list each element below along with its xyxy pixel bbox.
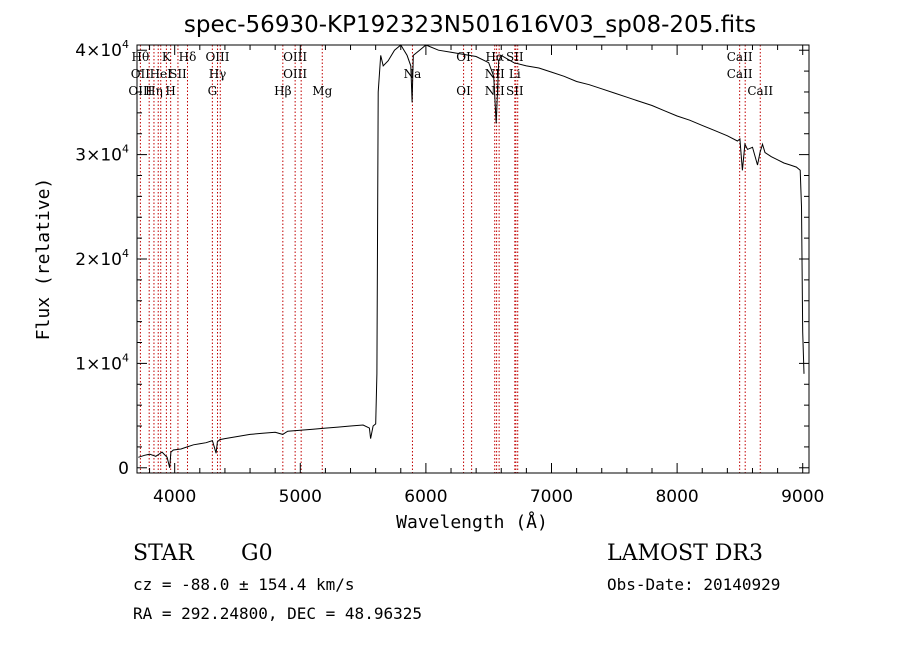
y-tick-exponent: 4 (122, 247, 129, 260)
y-tick-label-40000: 4×104 (75, 38, 129, 61)
spectral-line-markers (139, 45, 761, 473)
observation-date: Obs-Date: 20140929 (607, 575, 780, 594)
object-subclass: G0 (241, 541, 273, 566)
line-label-27-bot: CaII (747, 84, 773, 98)
y-tick-label-10000: 1×104 (75, 351, 129, 374)
y-tick-mantissa: 4×10 (75, 41, 122, 61)
y-tick-mantissa: 2×10 (75, 250, 122, 270)
line-label-7-mid: SII (169, 67, 187, 81)
plot-frame (136, 44, 810, 474)
x-tick-label-8000: 8000 (655, 487, 698, 507)
x-tick-label-5000: 5000 (279, 487, 322, 507)
line-label-0-top: Hθ (132, 50, 150, 64)
y-tick-label-0: 0 (118, 459, 129, 479)
line-label-25-top: CaII (727, 50, 753, 64)
y-tick-label-20000: 2×104 (75, 247, 129, 270)
line-label-17-bot: OI (456, 84, 471, 98)
x-tick-label-4000: 4000 (153, 487, 196, 507)
survey-name: LAMOST DR3 (607, 541, 763, 566)
redshift-cz: cz = -88.0 ± 154.4 km/s (133, 575, 355, 594)
line-label-5-top: K (162, 50, 172, 64)
x-axis-label: Wavelength (Å) (396, 511, 548, 533)
line-label-22-top: SII (506, 50, 524, 64)
line-label-12-bot: Hβ (274, 84, 291, 98)
line-label-9-bot: G (208, 84, 218, 98)
line-label-22-mid: Li (509, 67, 521, 81)
y-tick-exponent: 4 (122, 143, 129, 156)
y-tick-mantissa: 0 (118, 459, 129, 479)
line-label-8-top: Hδ (179, 50, 197, 64)
line-label-15-bot: Mg (312, 84, 332, 98)
line-label-10-top: OIII (205, 50, 229, 64)
line-label-0-mid: OII (131, 67, 151, 81)
y-tick-exponent: 4 (122, 38, 129, 51)
line-label-13-top: OIII (283, 50, 307, 64)
x-axis-ticks: 4000 5000 6000 7000 8000 9000 (149, 45, 824, 507)
ra-dec: RA = 292.24800, DEC = 48.96325 (133, 604, 422, 623)
line-label-17-top: OI (456, 50, 471, 64)
y-tick-exponent: 4 (122, 351, 129, 364)
line-label-22-bot: SII (506, 84, 524, 98)
line-label-13-mid: OIII (283, 67, 307, 81)
line-label-6-bot: H (165, 84, 175, 98)
chart-title: spec-56930-KP192323N501616V03_sp08-205.f… (184, 12, 756, 38)
line-label-19-top: Hα (485, 50, 504, 64)
line-label-0-bot: OIII (128, 84, 152, 98)
line-label-19-mid: NII (485, 67, 505, 81)
line-label-25-mid: CaII (727, 67, 753, 81)
line-label-10-mid: Hγ (209, 67, 227, 81)
x-tick-label-9000: 9000 (781, 487, 824, 507)
spectral-line-labels: HθOIIOIIIHηHeIKHSIIHδGOIIIHγHβOIIIOIIIMg… (128, 50, 773, 98)
y-tick-mantissa: 1×10 (75, 354, 122, 374)
x-tick-label-6000: 6000 (404, 487, 447, 507)
y-tick-mantissa: 3×10 (75, 146, 122, 166)
y-tick-label-30000: 3×104 (75, 143, 129, 166)
x-tick-label-7000: 7000 (530, 487, 573, 507)
line-label-4-mid: HeI (150, 67, 173, 81)
object-class: STAR (133, 541, 195, 566)
line-label-2-bot: Hη (145, 84, 163, 98)
y-axis-label: Flux (relative) (33, 178, 54, 341)
